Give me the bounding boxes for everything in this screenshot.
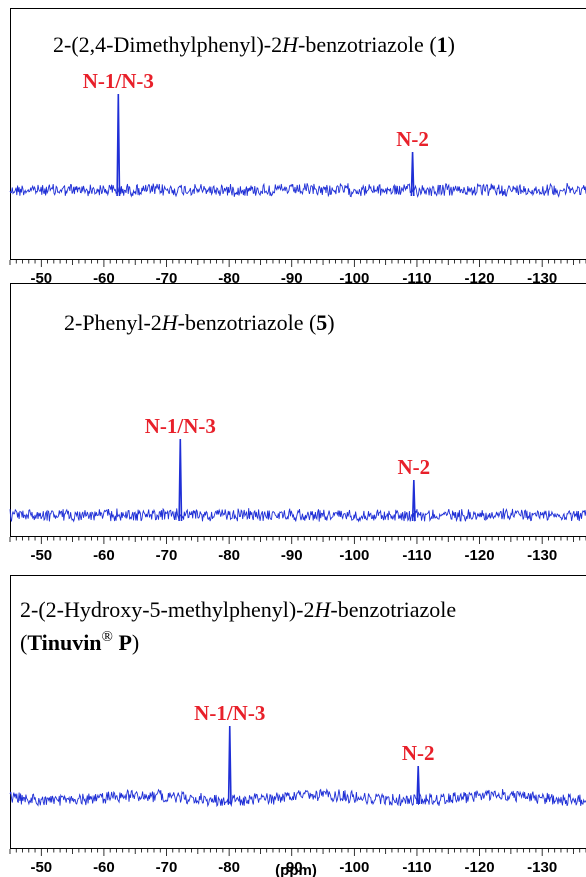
tick-label: -120 — [465, 547, 495, 564]
spectrum-trace — [9, 182, 586, 198]
tick-label: -80 — [218, 547, 240, 564]
tick-label: -50 — [30, 270, 52, 287]
spectrum-panel-2: 2-Phenyl-2H-benzotriazole (5) N-1/N-3 N-2 -… — [9, 283, 586, 564]
tick-label: -50 — [30, 859, 52, 876]
tick-label: -70 — [156, 270, 178, 287]
spectrum-panel-1: 2-(2,4-Dimethylphenyl)-2H-benzotriazole … — [9, 8, 586, 287]
panel-title-line-2: (Tinuvin® P) — [20, 629, 139, 655]
tick-label: -70 — [156, 547, 178, 564]
tick-label: -110 — [402, 859, 431, 876]
peak-label: N-2 — [396, 127, 429, 151]
tick-label: -120 — [465, 859, 495, 876]
plot-frame — [10, 283, 586, 537]
peak-label: N-1/N-3 — [83, 69, 154, 93]
panel-title: 2-Phenyl-2H-benzotriazole (5) — [64, 310, 335, 335]
tick-label: -100 — [339, 547, 369, 564]
tick-label: -130 — [527, 859, 557, 876]
peak-label: N-1/N-3 — [145, 414, 216, 438]
tick-label: -130 — [527, 270, 557, 287]
peak-n-1-n-3 — [178, 438, 183, 522]
x-axis-label: (ppm) — [275, 862, 317, 877]
tick-label: -70 — [156, 859, 178, 876]
tick-label: -90 — [281, 547, 303, 564]
peak-label: N-2 — [397, 455, 430, 479]
peak-n-2 — [416, 765, 421, 805]
panel-title: 2-(2-Hydroxy-5-methylphenyl)-2H-benzotri… — [20, 597, 456, 622]
spectrum-trace — [9, 507, 586, 523]
peak-n-1-n-3 — [116, 93, 121, 197]
peak-n-1-n-3 — [227, 725, 232, 805]
tick-label: -80 — [218, 859, 240, 876]
tick-label: -90 — [281, 859, 303, 876]
plot-frame — [10, 575, 586, 849]
peak-n-2 — [411, 479, 416, 522]
tick-label: -80 — [218, 270, 240, 287]
tick-label: -60 — [93, 270, 115, 287]
tick-label: -60 — [93, 547, 115, 564]
tick-label: -90 — [281, 270, 303, 287]
tick-label: -100 — [339, 270, 369, 287]
spectrum-panel-3: 2-(2-Hydroxy-5-methylphenyl)-2H-benzotri… — [9, 575, 586, 877]
spectrum-trace — [9, 788, 586, 808]
tick-label: -60 — [93, 859, 115, 876]
peak-n-2 — [410, 151, 415, 197]
plot-frame — [10, 8, 586, 260]
tick-label: -130 — [527, 547, 557, 564]
peak-label: N-2 — [402, 741, 435, 765]
tick-label: -100 — [339, 859, 369, 876]
peak-label: N-1/N-3 — [194, 701, 265, 725]
tick-label: -110 — [402, 270, 431, 287]
tick-label: -50 — [30, 547, 52, 564]
panel-title: 2-(2,4-Dimethylphenyl)-2H-benzotriazole … — [53, 32, 455, 57]
tick-label: -120 — [465, 270, 495, 287]
tick-label: -110 — [402, 547, 431, 564]
